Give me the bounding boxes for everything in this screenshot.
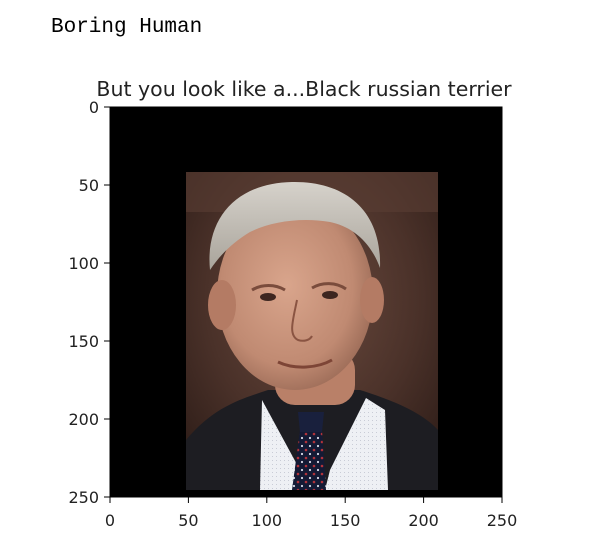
y-tick-label: 150 <box>68 332 99 351</box>
y-tick-label: 100 <box>68 254 99 273</box>
x-tick-label: 0 <box>105 511 115 530</box>
y-tick-label: 200 <box>68 410 99 429</box>
y-tick-label: 50 <box>79 176 99 195</box>
x-tick-label: 150 <box>330 511 361 530</box>
x-ticks <box>109 497 503 503</box>
y-ticks <box>104 106 110 498</box>
x-tick-label: 100 <box>252 511 283 530</box>
image-axes: 0 50 100 150 200 250 0 50 100 150 200 25… <box>68 98 517 530</box>
plot-title: But you look like a...Black russian terr… <box>96 77 512 101</box>
cell-output-text: Boring Human <box>51 16 203 39</box>
x-tick-label: 200 <box>408 511 439 530</box>
portrait-photo-icon <box>186 172 438 490</box>
x-tick-label: 50 <box>178 511 198 530</box>
y-tick-label: 250 <box>68 488 99 507</box>
y-tick-label: 0 <box>89 98 99 117</box>
axes-spines <box>109 106 503 498</box>
x-tick-label: 250 <box>487 511 518 530</box>
